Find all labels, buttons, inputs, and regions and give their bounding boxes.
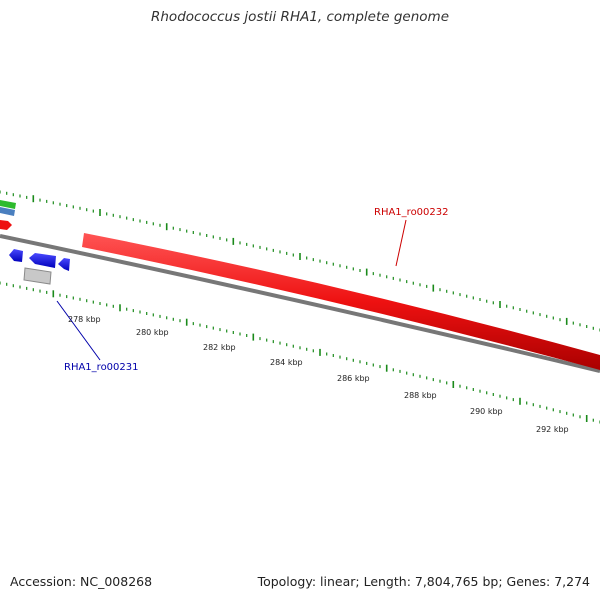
steelblue-gene-feature[interactable] [0,207,15,216]
accession-text: Accession: NC_008268 [10,574,153,589]
lower-tick-track [0,281,600,424]
red-left-gene-feature[interactable] [0,220,12,230]
scale-label: 282 kbp [203,343,236,352]
grey-gene-feature[interactable] [23,267,52,285]
scale-label: 292 kbp [536,425,569,434]
green-gene-feature[interactable] [0,200,16,209]
label-leader-ro00232 [395,219,407,267]
genome-summary-text: Topology: linear; Length: 7,804,765 bp; … [257,574,590,589]
upper-tick-track [0,190,600,332]
label-leader-ro00231 [56,300,101,361]
scale-label: 286 kbp [337,374,370,383]
genome-backbone [0,234,600,373]
scale-label: 288 kbp [404,391,437,400]
scale-label: 280 kbp [136,328,169,337]
gene-label-ro00231: RHA1_ro00231 [64,362,139,373]
map-title: Rhodococcus jostii RHA1, complete genome [151,9,449,25]
blue-gene-feature-1[interactable] [9,249,23,262]
scale-label: 278 kbp [68,315,101,324]
scale-label: 290 kbp [470,407,503,416]
blue-gene-feature-3[interactable] [58,258,70,271]
gene-rha1-ro00231[interactable] [29,253,56,268]
gene-label-ro00232: RHA1_ro00232 [374,207,449,218]
scale-labels: 278 kbp 280 kbp 282 kbp 284 kbp 286 kbp … [68,315,569,434]
gene-rha1-ro00232[interactable] [82,233,600,370]
scale-label: 284 kbp [270,358,303,367]
